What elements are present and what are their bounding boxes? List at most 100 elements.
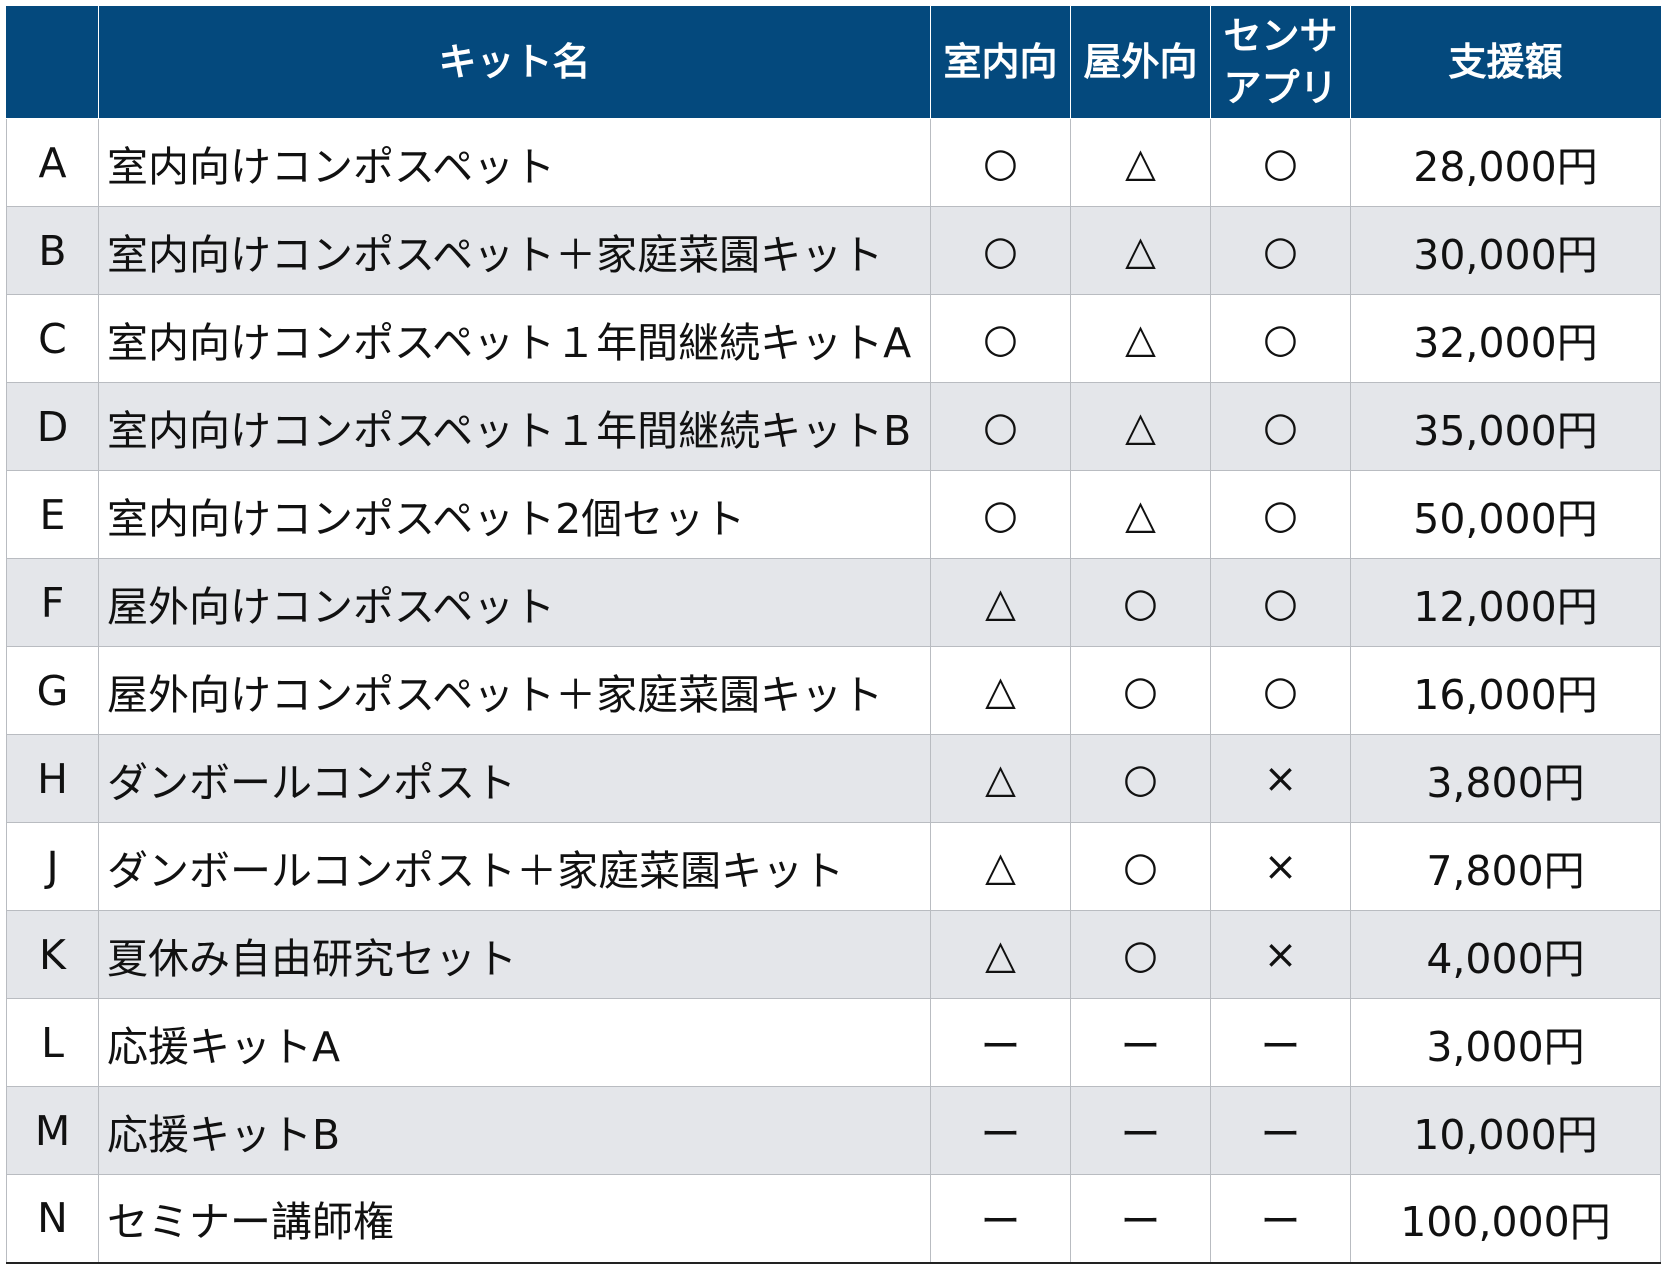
header-price: 支援額 xyxy=(1350,6,1661,119)
row-sensor-app-mark: ○ xyxy=(1210,118,1351,207)
header-sensor-line1: センサ xyxy=(1223,14,1338,59)
row-id: J xyxy=(6,822,99,911)
row-id: M xyxy=(6,1086,99,1175)
row-indoor-mark: ー xyxy=(930,1174,1071,1264)
row-outdoor-mark: △ xyxy=(1070,294,1211,383)
table-row: B 室内向けコンポスペット＋家庭菜園キット ○ △ ○ 30,000円 xyxy=(6,206,1661,295)
table-row: N セミナー講師権 ー ー ー 100,000円 xyxy=(6,1174,1661,1264)
row-indoor-mark: △ xyxy=(930,910,1071,999)
row-outdoor-mark: △ xyxy=(1070,382,1211,471)
row-price: 35,000円 xyxy=(1350,382,1661,471)
row-sensor-app-mark: ー xyxy=(1210,998,1351,1087)
table-row: D 室内向けコンポスペット１年間継続キットB ○ △ ○ 35,000円 xyxy=(6,382,1661,471)
row-id: C xyxy=(6,294,99,383)
row-kit-name: 応援キットB xyxy=(98,1086,931,1175)
row-sensor-app-mark: ○ xyxy=(1210,206,1351,295)
row-outdoor-mark: △ xyxy=(1070,470,1211,559)
table-row: J ダンボールコンポスト＋家庭菜園キット △ ○ × 7,800円 xyxy=(6,822,1661,911)
row-kit-name: 応援キットA xyxy=(98,998,931,1087)
row-indoor-mark: ○ xyxy=(930,118,1071,207)
table-row: A 室内向けコンポスペット ○ △ ○ 28,000円 xyxy=(6,118,1661,207)
row-indoor-mark: ○ xyxy=(930,470,1071,559)
row-sensor-app-mark: ー xyxy=(1210,1086,1351,1175)
header-kit-name: キット名 xyxy=(98,6,931,119)
header-row: キット名 室内向 屋外向 センサ アプリ 支援額 xyxy=(6,6,1661,119)
row-kit-name: ダンボールコンポスト＋家庭菜園キット xyxy=(98,822,931,911)
kit-table-container: キット名 室内向 屋外向 センサ アプリ 支援額 A 室内向けコンポスペット ○… xyxy=(6,6,1661,1264)
row-sensor-app-mark: ○ xyxy=(1210,646,1351,735)
row-id: E xyxy=(6,470,99,559)
header-id xyxy=(6,6,99,119)
row-kit-name: 室内向けコンポスペット xyxy=(98,118,931,207)
row-outdoor-mark: △ xyxy=(1070,118,1211,207)
header-outdoor: 屋外向 xyxy=(1070,6,1211,119)
row-sensor-app-mark: ○ xyxy=(1210,470,1351,559)
row-id: L xyxy=(6,998,99,1087)
row-sensor-app-mark: × xyxy=(1210,822,1351,911)
row-sensor-app-mark: × xyxy=(1210,910,1351,999)
row-kit-name: 室内向けコンポスペット＋家庭菜園キット xyxy=(98,206,931,295)
row-price: 32,000円 xyxy=(1350,294,1661,383)
row-sensor-app-mark: ○ xyxy=(1210,382,1351,471)
row-sensor-app-mark: ー xyxy=(1210,1174,1351,1264)
row-kit-name: 屋外向けコンポスペット xyxy=(98,558,931,647)
row-indoor-mark: △ xyxy=(930,646,1071,735)
table-row: F 屋外向けコンポスペット △ ○ ○ 12,000円 xyxy=(6,558,1661,647)
table-row: M 応援キットB ー ー ー 10,000円 xyxy=(6,1086,1661,1175)
row-indoor-mark: △ xyxy=(930,822,1071,911)
header-indoor: 室内向 xyxy=(930,6,1071,119)
row-indoor-mark: ○ xyxy=(930,206,1071,295)
row-outdoor-mark: ○ xyxy=(1070,910,1211,999)
row-indoor-mark: △ xyxy=(930,734,1071,823)
row-outdoor-mark: ○ xyxy=(1070,822,1211,911)
table-body: A 室内向けコンポスペット ○ △ ○ 28,000円 B 室内向けコンポスペッ… xyxy=(6,118,1661,1264)
row-price: 12,000円 xyxy=(1350,558,1661,647)
row-id: A xyxy=(6,118,99,207)
row-indoor-mark: ー xyxy=(930,1086,1071,1175)
row-price: 100,000円 xyxy=(1350,1174,1661,1264)
table-row: H ダンボールコンポスト △ ○ × 3,800円 xyxy=(6,734,1661,823)
row-sensor-app-mark: ○ xyxy=(1210,294,1351,383)
row-sensor-app-mark: × xyxy=(1210,734,1351,823)
row-id: G xyxy=(6,646,99,735)
row-price: 7,800円 xyxy=(1350,822,1661,911)
row-price: 4,000円 xyxy=(1350,910,1661,999)
row-price: 30,000円 xyxy=(1350,206,1661,295)
row-kit-name: ダンボールコンポスト xyxy=(98,734,931,823)
row-kit-name: 室内向けコンポスペット１年間継続キットA xyxy=(98,294,931,383)
row-id: N xyxy=(6,1174,99,1264)
row-indoor-mark: △ xyxy=(930,558,1071,647)
table-row: G 屋外向けコンポスペット＋家庭菜園キット △ ○ ○ 16,000円 xyxy=(6,646,1661,735)
row-price: 28,000円 xyxy=(1350,118,1661,207)
row-kit-name: セミナー講師権 xyxy=(98,1174,931,1264)
row-outdoor-mark: ー xyxy=(1070,1086,1211,1175)
table-row: L 応援キットA ー ー ー 3,000円 xyxy=(6,998,1661,1087)
kit-table: キット名 室内向 屋外向 センサ アプリ 支援額 A 室内向けコンポスペット ○… xyxy=(6,6,1661,1264)
table-header: キット名 室内向 屋外向 センサ アプリ 支援額 xyxy=(6,6,1661,119)
table-row: E 室内向けコンポスペット2個セット ○ △ ○ 50,000円 xyxy=(6,470,1661,559)
row-price: 16,000円 xyxy=(1350,646,1661,735)
row-id: K xyxy=(6,910,99,999)
table-row: K 夏休み自由研究セット △ ○ × 4,000円 xyxy=(6,910,1661,999)
row-price: 50,000円 xyxy=(1350,470,1661,559)
row-id: B xyxy=(6,206,99,295)
row-outdoor-mark: △ xyxy=(1070,206,1211,295)
row-kit-name: 室内向けコンポスペット2個セット xyxy=(98,470,931,559)
row-price: 3,000円 xyxy=(1350,998,1661,1087)
row-price: 3,800円 xyxy=(1350,734,1661,823)
row-outdoor-mark: ー xyxy=(1070,998,1211,1087)
row-kit-name: 夏休み自由研究セット xyxy=(98,910,931,999)
row-sensor-app-mark: ○ xyxy=(1210,558,1351,647)
row-outdoor-mark: ○ xyxy=(1070,734,1211,823)
row-kit-name: 室内向けコンポスペット１年間継続キットB xyxy=(98,382,931,471)
row-outdoor-mark: ○ xyxy=(1070,646,1211,735)
row-id: F xyxy=(6,558,99,647)
row-id: H xyxy=(6,734,99,823)
header-sensor-app: センサ アプリ xyxy=(1210,6,1351,119)
header-sensor-line2: アプリ xyxy=(1223,65,1338,110)
row-indoor-mark: ○ xyxy=(930,382,1071,471)
row-indoor-mark: ○ xyxy=(930,294,1071,383)
row-id: D xyxy=(6,382,99,471)
row-kit-name: 屋外向けコンポスペット＋家庭菜園キット xyxy=(98,646,931,735)
row-outdoor-mark: ○ xyxy=(1070,558,1211,647)
